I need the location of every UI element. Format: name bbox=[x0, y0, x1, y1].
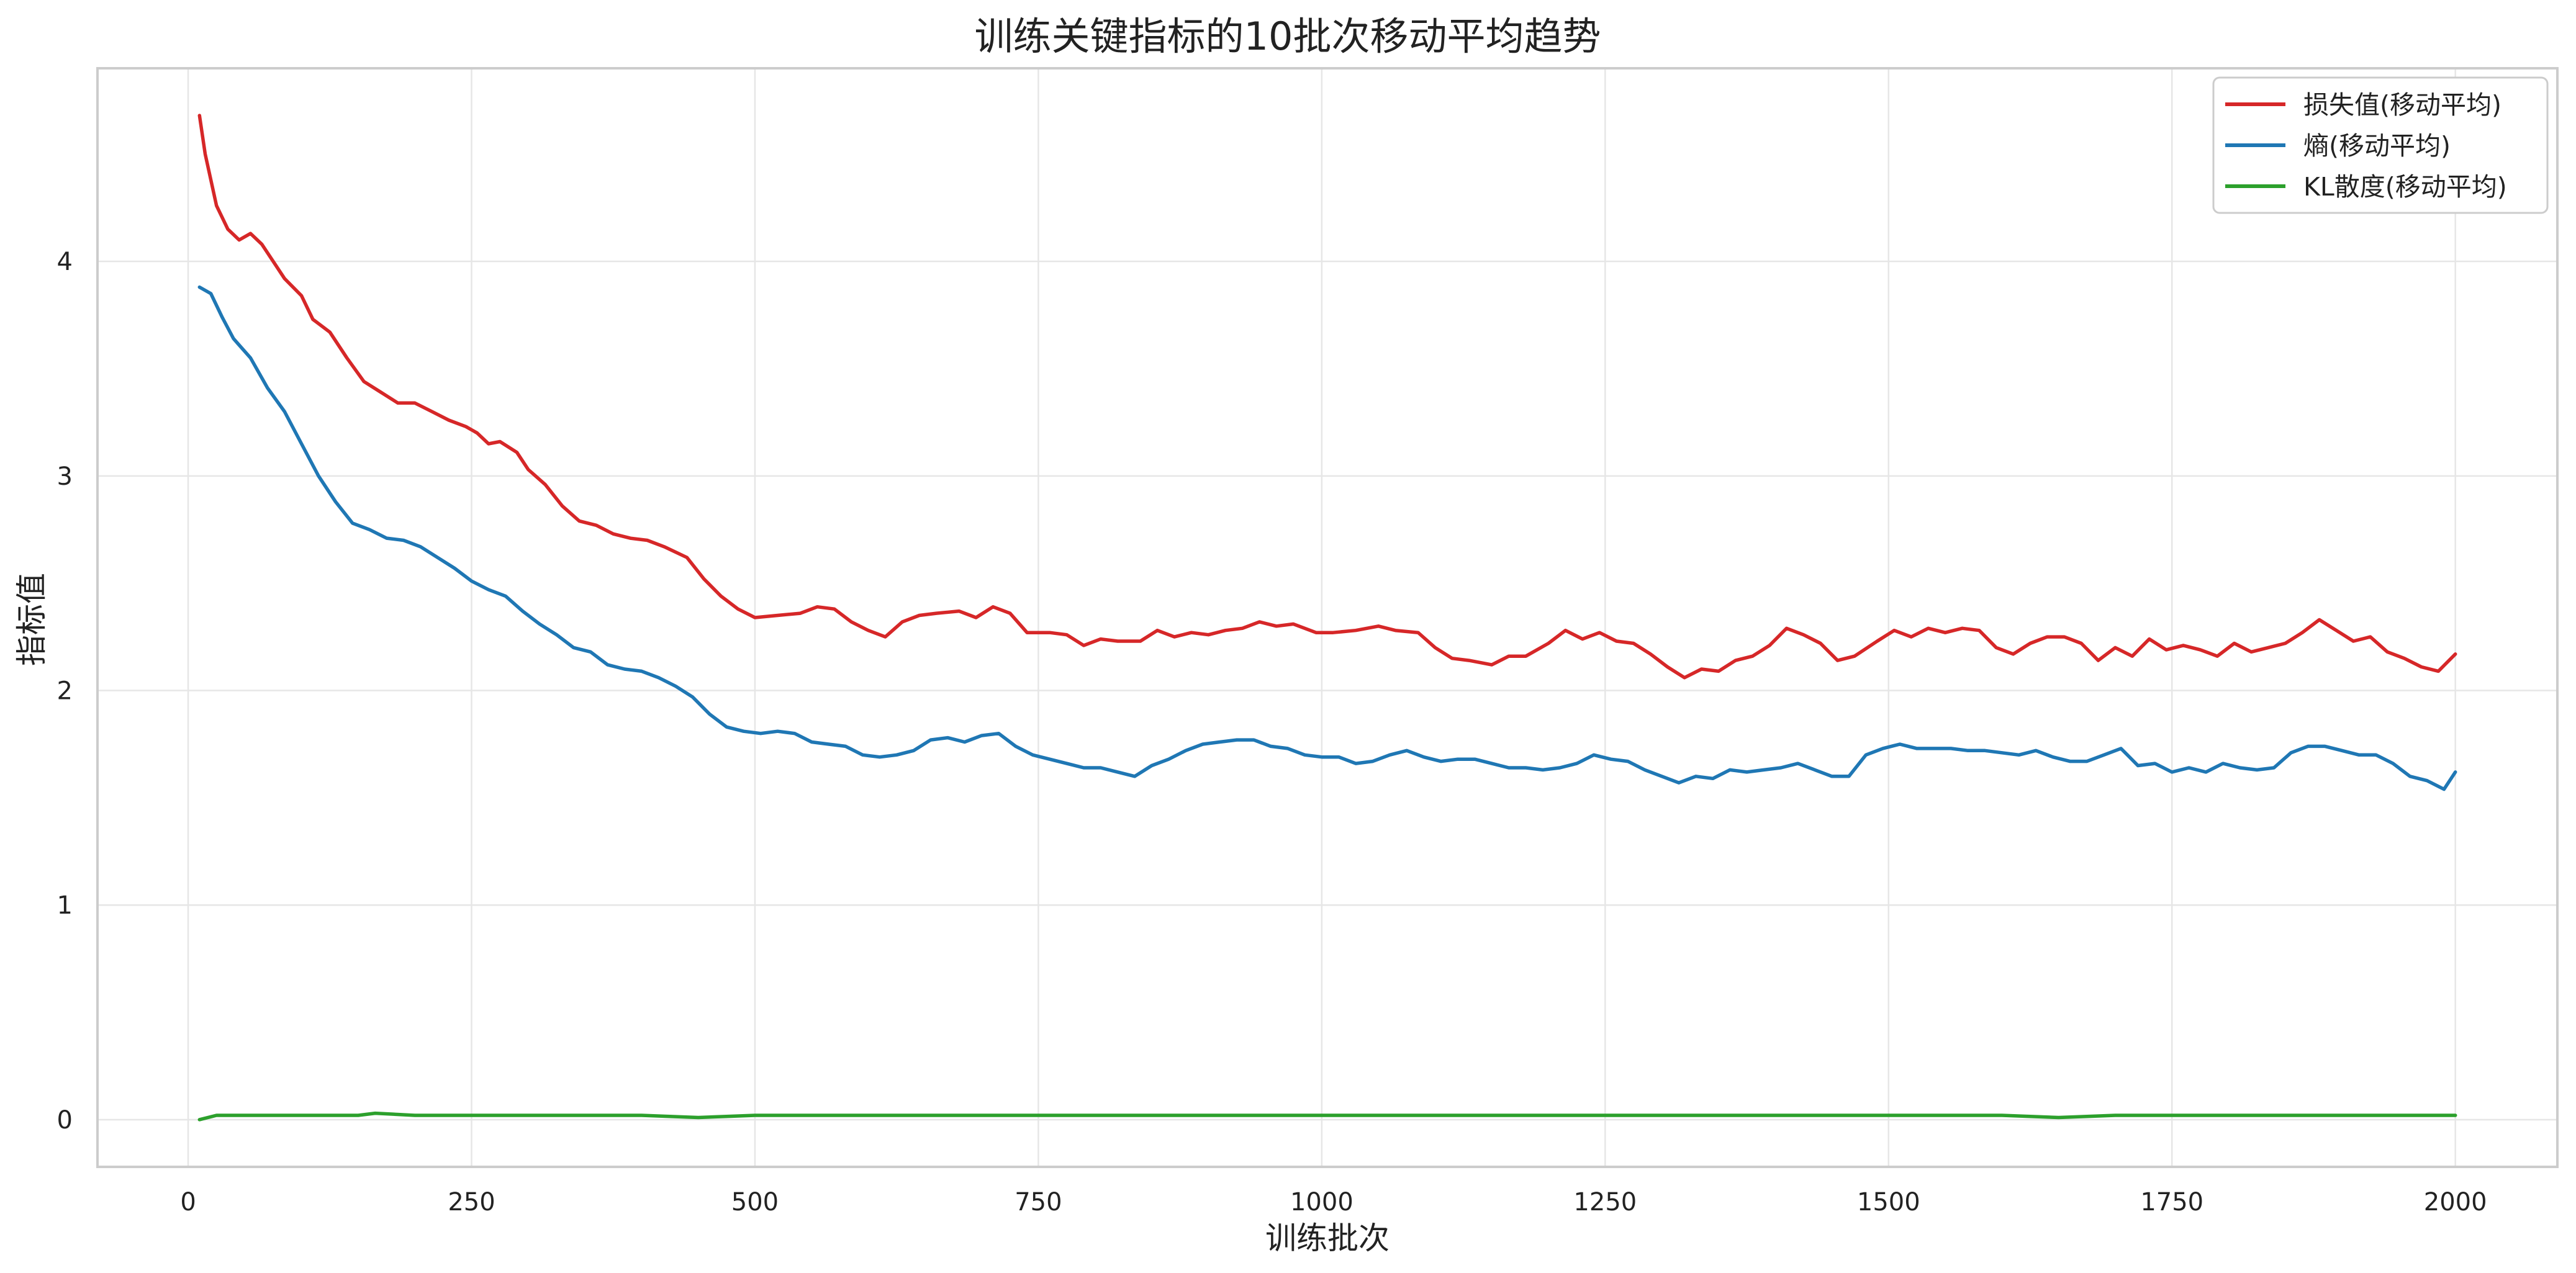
legend-box bbox=[2212, 76, 2549, 214]
x-tick-label: 1250 bbox=[1573, 1188, 1637, 1217]
y-tick-label: 1 bbox=[57, 891, 73, 920]
grid bbox=[97, 68, 2557, 1167]
plot-frame bbox=[96, 67, 2559, 1168]
y-axis-label: 指标值 bbox=[14, 573, 50, 666]
x-tick-label: 2000 bbox=[2424, 1188, 2487, 1217]
x-tick-label: 750 bbox=[1015, 1188, 1062, 1217]
entropy-series-line bbox=[197, 285, 2457, 791]
x-axis-label: 训练批次 bbox=[1265, 1220, 1390, 1256]
x-tick-labels: 0 250 500 750 1000 1250 1500 1750 2000 bbox=[180, 1188, 2487, 1217]
x-tick-label: 1000 bbox=[1290, 1188, 1354, 1217]
y-tick-label: 2 bbox=[57, 677, 73, 706]
legend: 损失值(移动平均) 熵(移动平均) KL散度(移动平均) bbox=[2212, 76, 2549, 214]
y-tick-label: 4 bbox=[57, 248, 73, 276]
y-tick-label: 3 bbox=[57, 462, 73, 491]
series-lines bbox=[197, 114, 2457, 1122]
kl-divergence-series-line bbox=[197, 1111, 2457, 1122]
x-tick-label: 1500 bbox=[1857, 1188, 1920, 1217]
x-tick-label: 250 bbox=[448, 1188, 495, 1217]
x-tick-label: 0 bbox=[180, 1188, 196, 1217]
x-tick-label: 500 bbox=[731, 1188, 779, 1217]
y-tick-labels: 0 1 2 3 4 bbox=[57, 248, 73, 1135]
loss-series-line bbox=[197, 114, 2457, 680]
y-tick-label: 0 bbox=[57, 1106, 73, 1135]
chart-title: 训练关键指标的10批次移动平均趋势 bbox=[975, 14, 1601, 59]
legend-label-loss: 损失值(移动平均) bbox=[2303, 90, 2501, 120]
legend-label-kl: KL散度(移动平均) bbox=[2303, 172, 2507, 202]
x-tick-label: 1750 bbox=[2140, 1188, 2203, 1217]
legend-label-entropy: 熵(移动平均) bbox=[2303, 131, 2451, 161]
